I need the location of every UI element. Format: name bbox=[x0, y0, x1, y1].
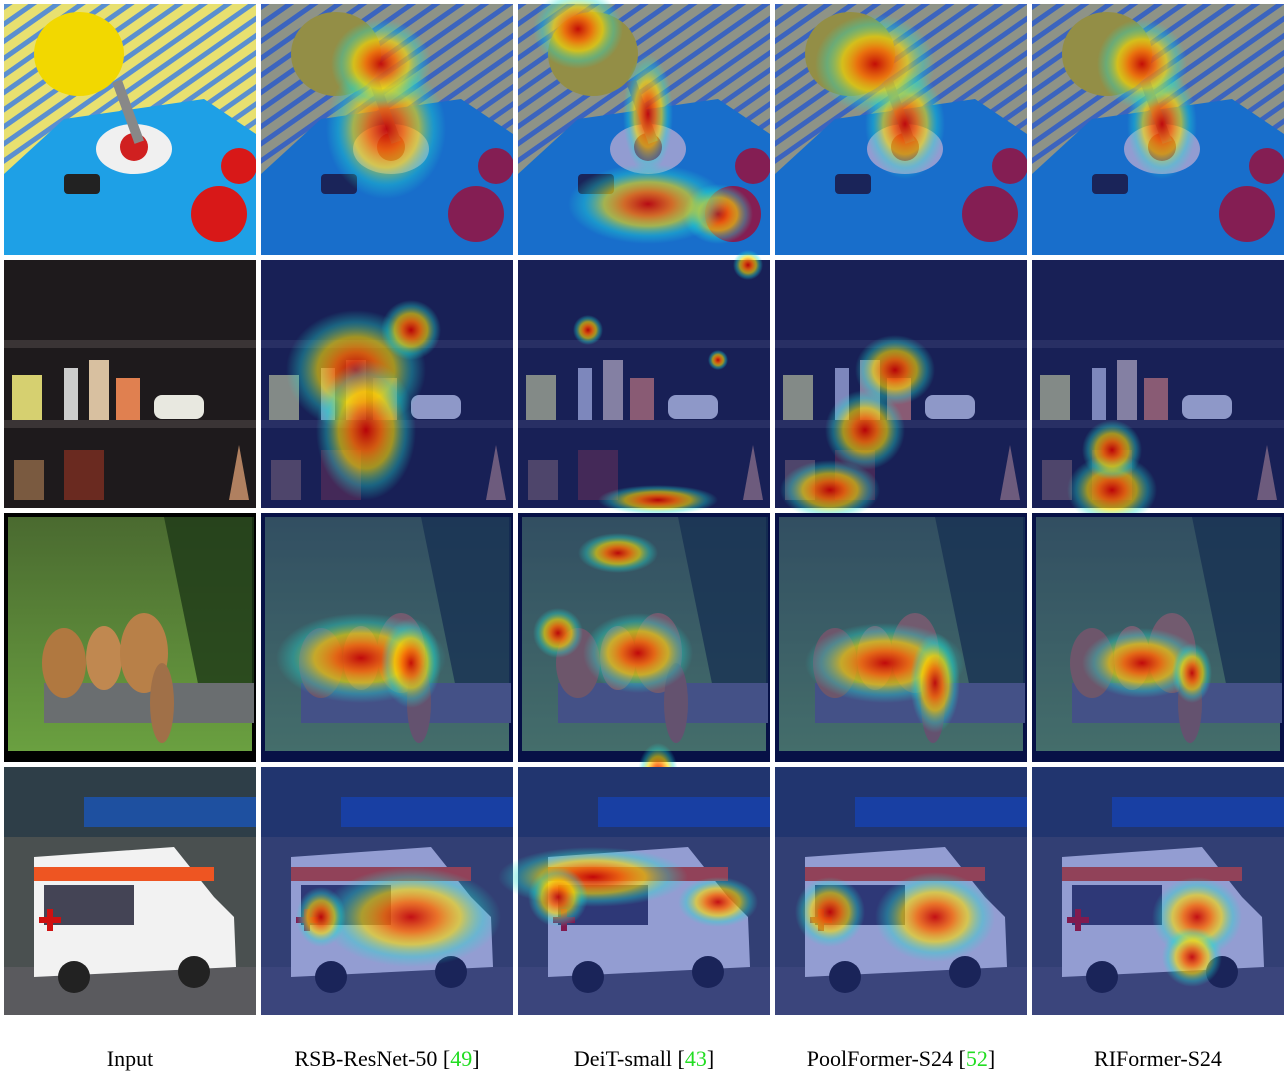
heatmap-blob bbox=[733, 250, 763, 280]
column-caption: Input bbox=[107, 1046, 153, 1071]
heatmap-blob bbox=[825, 390, 905, 470]
heatmap-blob bbox=[1172, 643, 1212, 703]
image-cell bbox=[261, 513, 513, 762]
image-cell bbox=[4, 767, 256, 1015]
image-cell bbox=[4, 260, 256, 508]
column-caption: RSB-ResNet-50 [49] bbox=[294, 1046, 479, 1071]
image-cell bbox=[518, 250, 770, 515]
heatmap-blob bbox=[528, 867, 588, 927]
heatmap-blob bbox=[815, 14, 935, 114]
heatmap-blob bbox=[296, 887, 346, 947]
image-cell bbox=[498, 767, 770, 1015]
image-cell bbox=[261, 4, 513, 255]
heatmap-blob bbox=[708, 350, 728, 370]
caption-text: Input bbox=[107, 1046, 153, 1071]
image-cell bbox=[261, 767, 513, 1015]
heatmap-blob bbox=[1082, 628, 1202, 698]
caption-text: ] bbox=[988, 1046, 995, 1071]
photo bbox=[4, 260, 256, 508]
image-cell bbox=[518, 513, 770, 803]
image-cell bbox=[4, 513, 256, 762]
heatmap-blob bbox=[1097, 19, 1187, 109]
caption-text: ] bbox=[707, 1046, 714, 1071]
heatmap-blob bbox=[533, 608, 583, 658]
citation-link[interactable]: 52 bbox=[966, 1046, 988, 1071]
heatmap-blob bbox=[331, 19, 431, 109]
citation-link[interactable]: 49 bbox=[450, 1046, 472, 1071]
photo bbox=[4, 4, 256, 255]
heatmap-base bbox=[1032, 260, 1284, 508]
heatmap-blob bbox=[910, 633, 960, 733]
heatmap-blob bbox=[578, 533, 658, 573]
heatmap-blob bbox=[875, 872, 995, 962]
heatmap-blob bbox=[568, 164, 728, 244]
heatmap-base bbox=[1032, 767, 1284, 1015]
image-cell bbox=[1032, 513, 1284, 762]
caption-text: ] bbox=[472, 1046, 479, 1071]
heatmap-blob bbox=[381, 618, 441, 708]
heatmap-blob bbox=[381, 300, 441, 360]
heatmap-blob bbox=[583, 613, 693, 693]
heatmap-blob bbox=[623, 54, 673, 174]
heatmap-blob bbox=[316, 360, 416, 500]
photo bbox=[4, 767, 256, 1015]
citation-link[interactable]: 43 bbox=[685, 1046, 707, 1071]
heatmap-blob bbox=[533, 0, 623, 69]
column-caption: DeiT-small [43] bbox=[574, 1046, 714, 1071]
caption-text: PoolFormer-S24 [ bbox=[807, 1046, 966, 1071]
heatmap-blob bbox=[1082, 420, 1142, 480]
heatmap-blob bbox=[321, 867, 501, 967]
heatmap-base bbox=[518, 260, 770, 508]
caption-text: DeiT-small [ bbox=[574, 1046, 685, 1071]
heatmap-blob bbox=[1162, 927, 1222, 987]
image-cell bbox=[1032, 260, 1284, 525]
photo bbox=[4, 513, 256, 762]
image-cell bbox=[775, 260, 1027, 520]
heatmap-blob bbox=[678, 877, 758, 927]
caption-text: RSB-ResNet-50 [ bbox=[294, 1046, 450, 1071]
captions: Input RSB-ResNet-50 [49] DeiT-small [43] Po… bbox=[107, 1046, 1222, 1071]
heatmap-blob bbox=[795, 877, 865, 947]
image-cell bbox=[518, 0, 770, 255]
heatmap-blob bbox=[780, 460, 880, 520]
image-cell bbox=[1032, 767, 1284, 1015]
image-cell bbox=[775, 767, 1027, 1015]
column-caption: PoolFormer-S24 [52] bbox=[807, 1046, 995, 1071]
heatmap-blob bbox=[855, 335, 935, 405]
heatmap-blob bbox=[1067, 455, 1157, 525]
heatmap-blob bbox=[598, 485, 718, 515]
column-caption: RIFormer-S24 bbox=[1094, 1046, 1222, 1071]
image-cell bbox=[4, 4, 256, 255]
image-cell bbox=[775, 4, 1027, 255]
caption-text: RIFormer-S24 bbox=[1094, 1046, 1222, 1071]
heatmap-blob bbox=[573, 315, 603, 345]
heatmap-blob bbox=[498, 847, 688, 907]
image-cell bbox=[1032, 4, 1284, 255]
image-cell bbox=[261, 260, 513, 508]
image-cell bbox=[775, 513, 1027, 762]
image-grid bbox=[4, 0, 1284, 1015]
